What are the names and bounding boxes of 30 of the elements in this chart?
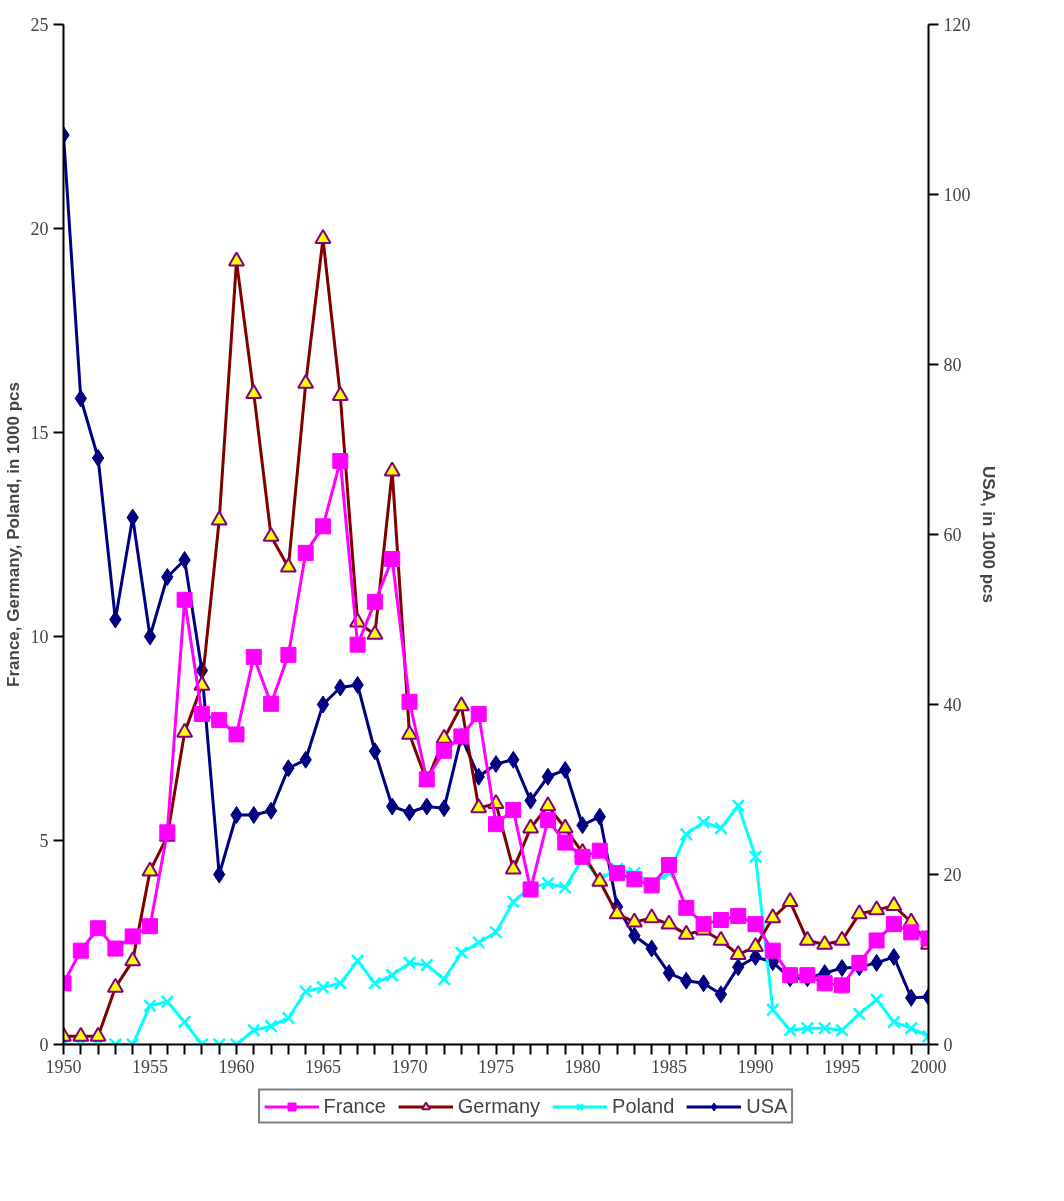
- x-tick-label: 1950: [45, 1056, 82, 1077]
- y2-tick-label: 120: [943, 15, 971, 35]
- x-tick-label: 1975: [478, 1056, 514, 1077]
- x-tick-label: 1980: [564, 1056, 601, 1077]
- x-tick-label: 1965: [305, 1056, 341, 1077]
- x-tick-label: 1985: [651, 1056, 687, 1077]
- y2-tick-label: 0: [943, 1035, 953, 1055]
- y-tick-label: 0: [39, 1035, 49, 1055]
- y2-axis-title: USA, in 1000 pcs: [978, 466, 998, 604]
- x-tick-label: 1960: [218, 1056, 255, 1077]
- y-tick-label: 25: [30, 15, 49, 35]
- y-tick-label: 5: [39, 831, 49, 851]
- y2-tick-label: 60: [943, 525, 962, 545]
- legend-label: France: [323, 1094, 386, 1118]
- legend-label: USA: [746, 1094, 788, 1118]
- y-tick-label: 20: [30, 219, 49, 239]
- y-axis-title: France, Germany, Poland, in 1000 pcs: [3, 382, 23, 687]
- legend-label: Germany: [457, 1094, 541, 1118]
- y2-tick-label: 40: [943, 695, 962, 715]
- x-tick-label: 2000: [910, 1056, 947, 1077]
- y2-tick-label: 100: [943, 185, 971, 205]
- x-tick-label: 1995: [824, 1056, 860, 1077]
- y-tick-label: 10: [30, 627, 49, 647]
- y-tick-label: 15: [30, 423, 49, 443]
- legend-label: Poland: [612, 1094, 675, 1118]
- x-tick-label: 1990: [737, 1056, 774, 1077]
- x-tick-label: 1955: [132, 1056, 168, 1077]
- x-tick-label: 1970: [391, 1056, 428, 1077]
- y2-tick-label: 80: [943, 355, 962, 375]
- y2-tick-label: 20: [943, 865, 962, 885]
